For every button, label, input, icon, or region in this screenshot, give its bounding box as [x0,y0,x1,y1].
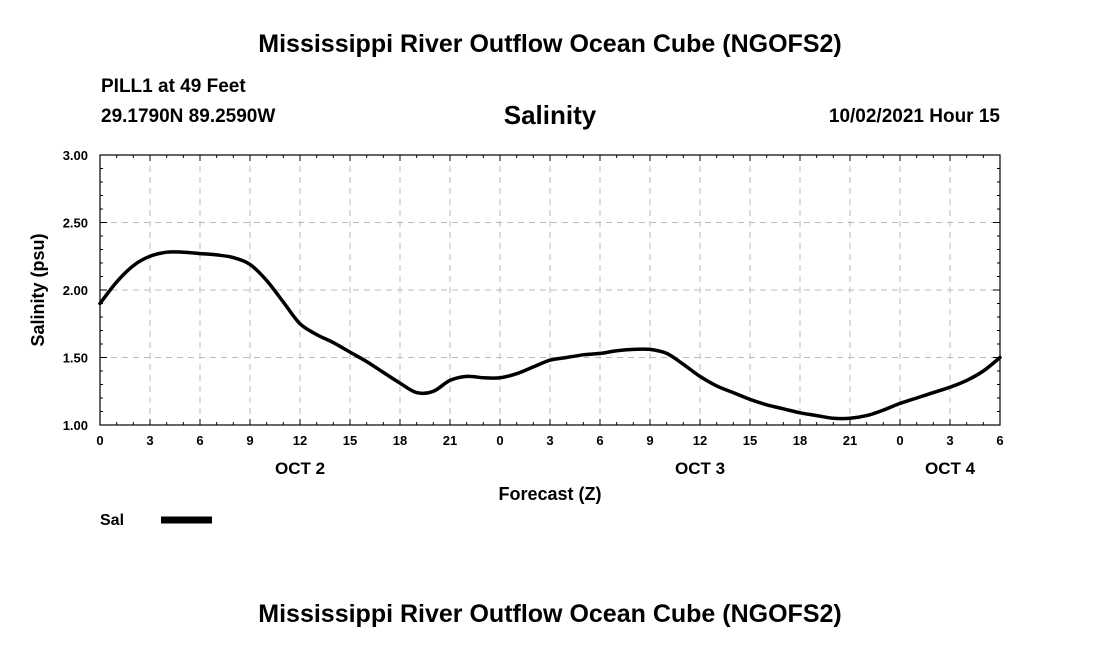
x-tick-label: 3 [546,433,553,448]
x-tick-label: 6 [596,433,603,448]
x-tick-label: 0 [896,433,903,448]
station-label: PILL1 at 49 Feet [101,76,246,97]
y-tick-label: 2.50 [63,216,88,231]
x-tick-label: 18 [393,433,407,448]
date-label: OCT 2 [275,459,325,478]
x-tick-label: 21 [843,433,857,448]
y-tick-label: 3.00 [63,148,88,163]
x-tick-label: 3 [946,433,953,448]
x-tick-label: 15 [743,433,757,448]
x-tick-label: 0 [496,433,503,448]
chart-title: Mississippi River Outflow Ocean Cube (NG… [258,30,842,58]
x-tick-label: 15 [343,433,357,448]
series-line-sal [98,250,1002,421]
legend-label-sal: Sal [100,512,124,529]
x-tick-label: 6 [996,433,1003,448]
y-axis-label: Salinity (psu) [28,233,48,346]
footer-title: Mississippi River Outflow Ocean Cube (NG… [258,600,842,628]
date-label: OCT 4 [925,459,976,478]
station-coordinates: 29.1790N 89.2590W [101,106,276,127]
date-label: OCT 3 [675,459,725,478]
y-tick-label: 1.00 [63,418,88,433]
variable-title: Salinity [503,100,597,130]
x-tick-label: 6 [196,433,203,448]
x-tick-label: 9 [646,433,653,448]
y-tick-label: 1.50 [63,351,88,366]
x-tick-labels: 0 3 6 9 12 15 18 21 0 3 6 9 12 15 18 21 0 3 6 [96,433,1003,448]
x-tick-label: 9 [246,433,253,448]
x-tick-label: 12 [293,433,307,448]
x-tick-label: 12 [693,433,707,448]
forecast-datetime: 10/02/2021 Hour 15 [828,106,1000,127]
x-tick-label: 3 [146,433,153,448]
y-tick-labels: 1.00 1.50 2.00 2.50 3.00 [63,148,88,433]
x-axis-label: Forecast (Z) [498,484,601,504]
grid-lines [100,155,1000,425]
x-tick-label: 21 [443,433,457,448]
x-tick-label: 18 [793,433,807,448]
x-tick-label: 0 [96,433,103,448]
date-labels: OCT 2 OCT 3 OCT 4 [275,459,976,478]
y-tick-label: 2.00 [63,283,88,298]
